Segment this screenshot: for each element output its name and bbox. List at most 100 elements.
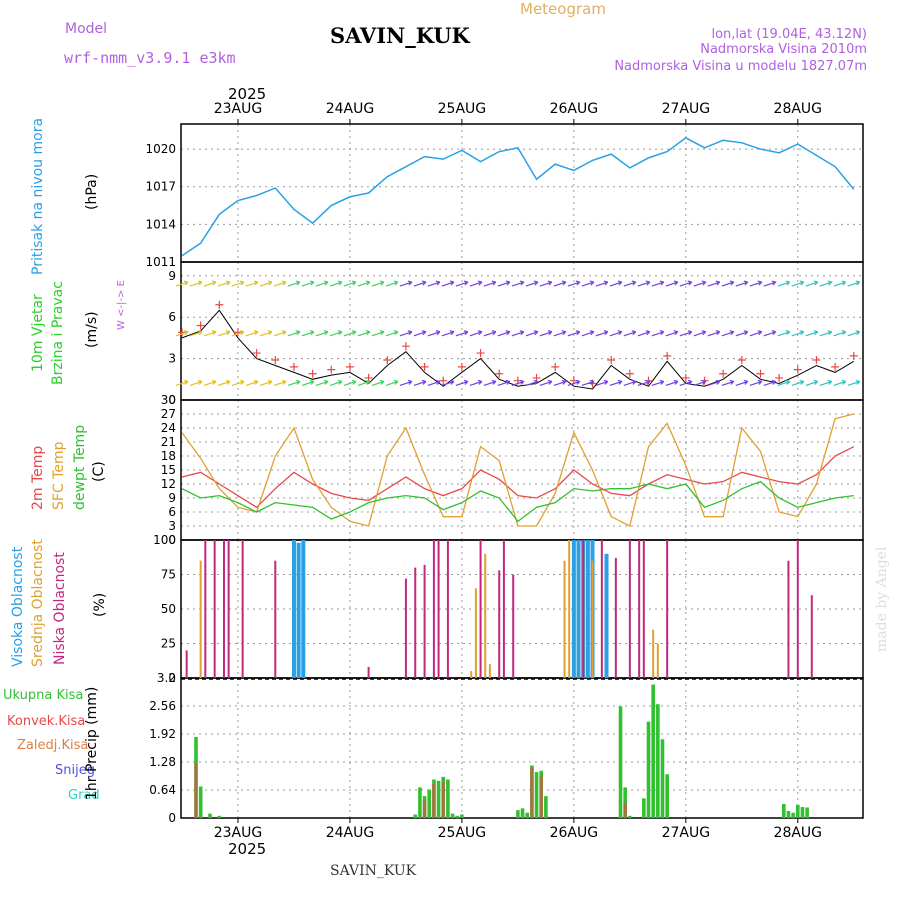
wind-direction-arrow bbox=[595, 280, 609, 287]
wind-direction-arrow bbox=[609, 379, 623, 387]
elevation-text: Nadmorska Visina 2010m bbox=[700, 42, 867, 57]
wind-direction-arrow bbox=[777, 379, 791, 387]
wind-direction-arrow bbox=[539, 379, 553, 387]
day-label-top: 27AUG bbox=[662, 101, 711, 117]
precip-total-bar bbox=[656, 704, 660, 818]
wind-direction-arrow bbox=[385, 280, 399, 287]
wind-direction-arrow bbox=[763, 280, 777, 287]
wind-direction-arrow bbox=[581, 379, 595, 387]
app-title: Meteogram bbox=[520, 0, 606, 18]
wind-ylabel-2: Brzina i Pravac bbox=[50, 281, 66, 385]
wind-direction-arrow bbox=[805, 280, 819, 287]
wind-direction-arrow bbox=[329, 379, 343, 387]
temp-tick-label: 24 bbox=[161, 421, 176, 435]
cloud-high-label: Visoka Oblacnost bbox=[10, 546, 26, 667]
cloud-low-bar bbox=[185, 650, 188, 678]
day-label-top: 24AUG bbox=[326, 101, 375, 117]
wind-direction-arrow bbox=[287, 379, 301, 387]
wind-gust-marker bbox=[439, 376, 448, 385]
wind-gust-marker bbox=[327, 365, 336, 374]
wind-direction-arrow bbox=[231, 280, 245, 287]
pressure-tick-label: 1020 bbox=[145, 142, 176, 156]
wind-direction-arrow bbox=[721, 379, 735, 387]
precip-snow-label: Snijeg bbox=[55, 763, 95, 778]
cloud-low-bar bbox=[502, 540, 505, 678]
wind-direction-arrow bbox=[189, 330, 203, 337]
pressure-tick-label: 1017 bbox=[145, 180, 176, 194]
pressure-unit: (hPa) bbox=[84, 174, 100, 210]
wind-direction-arrow bbox=[287, 280, 301, 287]
temp-sfc-label: SFC Temp bbox=[51, 441, 67, 510]
wind-direction-arrow bbox=[427, 379, 441, 387]
wind-ylabel-1: 10m Vjetar bbox=[30, 294, 46, 372]
precip-total-bar bbox=[628, 815, 632, 818]
wind-direction-arrow bbox=[567, 330, 581, 337]
cloud-low-bar bbox=[222, 540, 225, 678]
wind-direction-arrow bbox=[777, 280, 791, 287]
wind-direction-arrow bbox=[847, 379, 861, 387]
wind-direction-arrow bbox=[749, 379, 763, 387]
temp-tick-label: 27 bbox=[161, 407, 176, 421]
wind-gust-marker bbox=[345, 362, 354, 371]
precip-total-bar bbox=[800, 807, 805, 818]
wind-direction-arrow bbox=[707, 379, 721, 387]
wind-gust-marker bbox=[383, 355, 392, 364]
cloud-mid-bar bbox=[652, 629, 655, 678]
wind-direction-arrow bbox=[497, 280, 511, 287]
temp-tick-label: 30 bbox=[161, 393, 176, 407]
cloud-low-bar bbox=[414, 567, 417, 678]
wind-direction-arrow bbox=[595, 379, 609, 387]
wind-direction-arrow bbox=[525, 280, 539, 287]
model-elevation-text: Nadmorska Visina u modelu 1827.07m bbox=[614, 59, 867, 74]
wind-tick-label: 0 bbox=[168, 393, 176, 407]
wind-direction-arrow bbox=[721, 330, 735, 337]
wind-direction-arrow bbox=[791, 330, 805, 337]
wind-direction-arrow bbox=[203, 379, 217, 387]
lonlat-text: lon,lat (19.04E, 43.12N) bbox=[711, 27, 867, 42]
wind-direction-arrow bbox=[329, 280, 343, 287]
cloud-low-bar bbox=[479, 540, 482, 678]
precip-conv-bar bbox=[422, 800, 427, 818]
wind-direction-arrow bbox=[581, 280, 595, 287]
wind-labels: 10m Vjetar Brzina i Pravac (m/s) W <-|->… bbox=[30, 280, 127, 385]
wind-gust-marker bbox=[420, 362, 429, 371]
wind-direction-arrow bbox=[203, 280, 217, 287]
cloud-panel: 0 25 50 75 100 bbox=[153, 533, 864, 685]
day-label-bottom: 28AUG bbox=[774, 825, 823, 841]
cloud-low-bar bbox=[423, 564, 426, 678]
cloud-tick-label: 0 bbox=[168, 671, 176, 685]
wind-direction-arrow bbox=[791, 280, 805, 287]
precip-conv-label: Konvek.Kisa bbox=[7, 714, 85, 729]
day-label-bottom: 26AUG bbox=[550, 825, 599, 841]
precip-total-bar bbox=[427, 789, 432, 818]
pressure-line bbox=[181, 136, 855, 257]
precip-tick-label: 1.28 bbox=[149, 755, 176, 769]
day-label-bottom: 27AUG bbox=[662, 825, 711, 841]
wind-direction-arrow bbox=[441, 379, 455, 387]
wind-direction-arrow bbox=[427, 330, 441, 337]
wind-gust-marker bbox=[775, 373, 784, 382]
temp-tick-label: 9 bbox=[168, 491, 176, 505]
year-top: 2025 bbox=[228, 85, 266, 103]
wind-gust-marker bbox=[401, 342, 410, 351]
cloud-high-bar bbox=[296, 542, 301, 678]
wind-direction-arrow bbox=[707, 330, 721, 337]
wind-gust-marker bbox=[719, 369, 728, 378]
wind-direction-arrow bbox=[357, 280, 371, 287]
wind-direction-arrow bbox=[679, 280, 693, 287]
wind-direction-arrow bbox=[651, 280, 665, 287]
wind-direction-arrow bbox=[707, 280, 721, 287]
wind-direction-arrow bbox=[665, 280, 679, 287]
wind-direction-arrow bbox=[623, 379, 637, 387]
cloud-high-bar bbox=[604, 553, 609, 678]
wind-direction-arrow bbox=[819, 379, 833, 387]
precip-total-bar bbox=[455, 815, 460, 818]
wind-direction-arrow bbox=[245, 330, 259, 337]
cloud-low-bar bbox=[404, 578, 407, 678]
wind-direction-arrow bbox=[553, 330, 567, 337]
wind-direction-arrow bbox=[735, 330, 749, 337]
wind-direction-arrow bbox=[637, 330, 651, 337]
cloud-mid-bar bbox=[656, 643, 659, 678]
